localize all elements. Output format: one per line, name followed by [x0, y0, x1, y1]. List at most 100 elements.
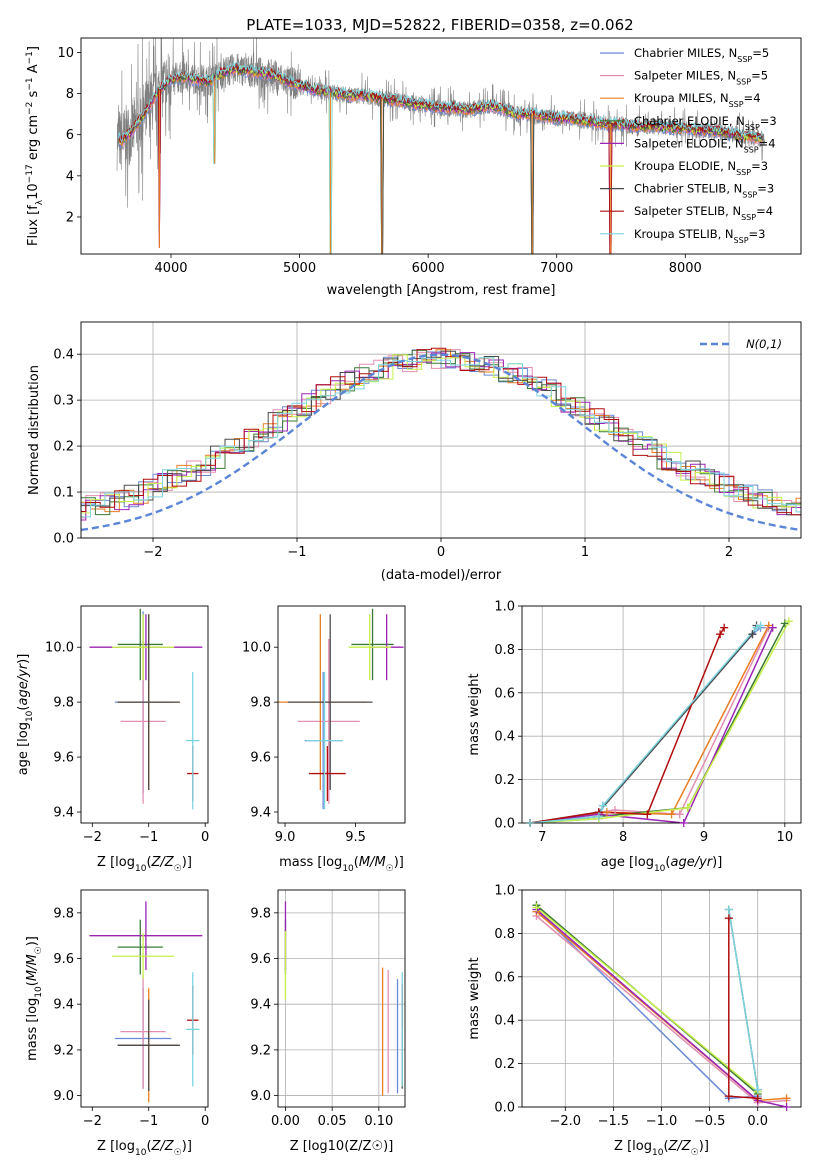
errorbar-point-5 — [348, 614, 391, 681]
y-tick-label: 9.2 — [53, 1043, 74, 1058]
y-tick-label: 0.6 — [494, 970, 515, 985]
label-part: Z [log — [97, 1139, 135, 1154]
legend-n-prefix: , N — [725, 204, 741, 218]
label-part: age/yr — [670, 855, 713, 870]
legend-label: Kroupa ELODIE, NSSP=3 — [634, 159, 768, 177]
panel-spectrum: 4000 5000 6000 7000 8000 2 4 6 8 10 Chabrier MILES… — [25, 37, 802, 298]
legend-ssp-sub: SSP — [745, 122, 760, 131]
label-part: 10 — [26, 183, 41, 200]
weight-marker — [764, 621, 773, 630]
axes-border — [521, 889, 802, 1108]
legend-ssp-sub: SSP — [729, 100, 744, 109]
weight-marker — [594, 812, 603, 821]
x-tick-label: −2 — [143, 545, 162, 560]
label-part: ( — [16, 706, 31, 711]
errorbar-point-6 — [117, 614, 180, 791]
legend-nssp: 5 — [762, 46, 769, 60]
weight-marker — [724, 905, 733, 914]
errorbar-point-1 — [297, 638, 360, 804]
errorbar-point-3 — [117, 608, 163, 681]
legend-eq: = — [757, 182, 767, 196]
legend-model-name: Chabrier MILES — [634, 46, 721, 60]
axes-frame: 9.0 9.5 9.4 9.6 9.8 10.0 — [242, 605, 406, 845]
y-tick-label: 0.4 — [494, 1014, 515, 1029]
model-spectrum-8 — [117, 61, 763, 254]
axes-border — [80, 321, 802, 539]
y-axis-label: mass [log10(M/M☉)] — [25, 936, 44, 1061]
label-part: ☉ — [174, 864, 182, 874]
panel-age-vs-Z: −2 −1 09.49.69.810.0Z [log10(Z/Z☉)]age [lo… — [16, 605, 209, 874]
x-tick-label: −1.0 — [646, 1114, 678, 1129]
y-tick-label: 9.8 — [250, 906, 271, 921]
x-tick-label: −1 — [287, 545, 306, 560]
grid-lines — [522, 889, 801, 1108]
plot-area — [89, 608, 203, 810]
y-tick-label: 10.0 — [45, 641, 74, 656]
y-tick-label: 10 — [57, 46, 74, 61]
legend-ssp-sub: SSP — [741, 213, 756, 222]
weight-marker — [756, 621, 765, 630]
y-tick-label: 0.4 — [53, 348, 74, 363]
label-part: )] — [25, 936, 40, 946]
label-part: −1 — [25, 77, 35, 90]
axes-frame: −2 −1 0 1 2 0.0 0.1 0.2 0.3 0.4 — [53, 321, 802, 560]
label-part: M/M — [25, 954, 40, 981]
x-tick-label: 9.5 — [345, 830, 366, 845]
label-part: ( — [25, 981, 40, 986]
label-part: ( — [663, 1139, 668, 1154]
panel-mass-vs-Z: −2 −1 09.09.29.49.69.8Z [log10(Z/Z☉)]mass … — [25, 889, 209, 1158]
legend-ssp-sub: SSP — [742, 190, 757, 199]
observed-spectrum — [116, 38, 766, 208]
weight-series-5 — [535, 906, 759, 1093]
axes-border — [277, 605, 406, 824]
y-tick-label: 9.0 — [53, 1089, 74, 1104]
legend-nssp: 3 — [767, 182, 774, 196]
y-axis-label: mass weight — [467, 673, 482, 755]
legend-eq: = — [744, 91, 754, 105]
label-part: ☉ — [691, 1148, 699, 1158]
axes-frame: 0.00 0.05 0.10 9.0 9.2 9.4 9.6 9.8 — [250, 889, 406, 1129]
label-part: mass [log — [25, 998, 40, 1061]
label-part: 10 — [135, 864, 147, 874]
x-tick-label: −1 — [139, 830, 158, 845]
x-tick-label: 8000 — [669, 261, 702, 276]
legend-model-name: Chabrier ELODIE — [634, 114, 729, 128]
normal-reference-curve — [81, 353, 801, 532]
weight-series-0 — [530, 627, 762, 823]
residual-histogram-2 — [81, 349, 801, 513]
x-tick-label: 7 — [538, 830, 546, 845]
x-tick-label: 0.00 — [271, 1114, 300, 1129]
x-tick-label: 9 — [700, 830, 708, 845]
weight-marker — [602, 808, 611, 817]
panel-age-vs-mass: 9.0 9.5 9.4 9.6 9.8 10.0 mass [log10(M/M☉)] — [242, 605, 406, 874]
errorbar-point-3 — [117, 919, 163, 975]
y-tick-label: 2 — [66, 210, 74, 225]
label-part: )] — [182, 1139, 192, 1154]
x-tick-label: −0.5 — [694, 1114, 726, 1129]
weight-marker — [780, 619, 789, 628]
errorbar-point-8 — [185, 972, 200, 1087]
label-part: Z/Z — [668, 1139, 692, 1154]
label-part: −1 — [25, 51, 35, 64]
x-tick-label: 4000 — [154, 261, 187, 276]
plot-area — [81, 347, 801, 532]
x-tick-label: 6000 — [412, 261, 445, 276]
errorbar-point-1 — [120, 974, 166, 1089]
legend-ssp-sub: SSP — [744, 145, 759, 154]
y-tick-label: 9.6 — [53, 751, 74, 766]
weight-marker — [675, 810, 684, 819]
x-tick-label: 2 — [725, 545, 733, 560]
x-tick-label: 0.0 — [747, 1114, 768, 1129]
label-part: ] — [26, 46, 41, 51]
label-part: Z [log — [97, 855, 135, 870]
label-part: 10 — [34, 986, 44, 998]
x-axis-label: Z [log10(Z/Z☉)] — [97, 855, 192, 874]
y-tick-label: 6 — [66, 128, 74, 143]
label-part: Z [log — [614, 1139, 652, 1154]
panel-mass-vs-EBV: 0.00 0.05 0.10 9.0 9.2 9.4 9.6 9.8 Z [log10(Z/Z☉… — [250, 889, 406, 1154]
x-tick-label: −2 — [83, 830, 102, 845]
axes-frame: 7 8 9 10 0.0 0.2 0.4 0.6 0.8 1.0 — [494, 600, 802, 845]
y-tick-label: 0.2 — [494, 773, 515, 788]
